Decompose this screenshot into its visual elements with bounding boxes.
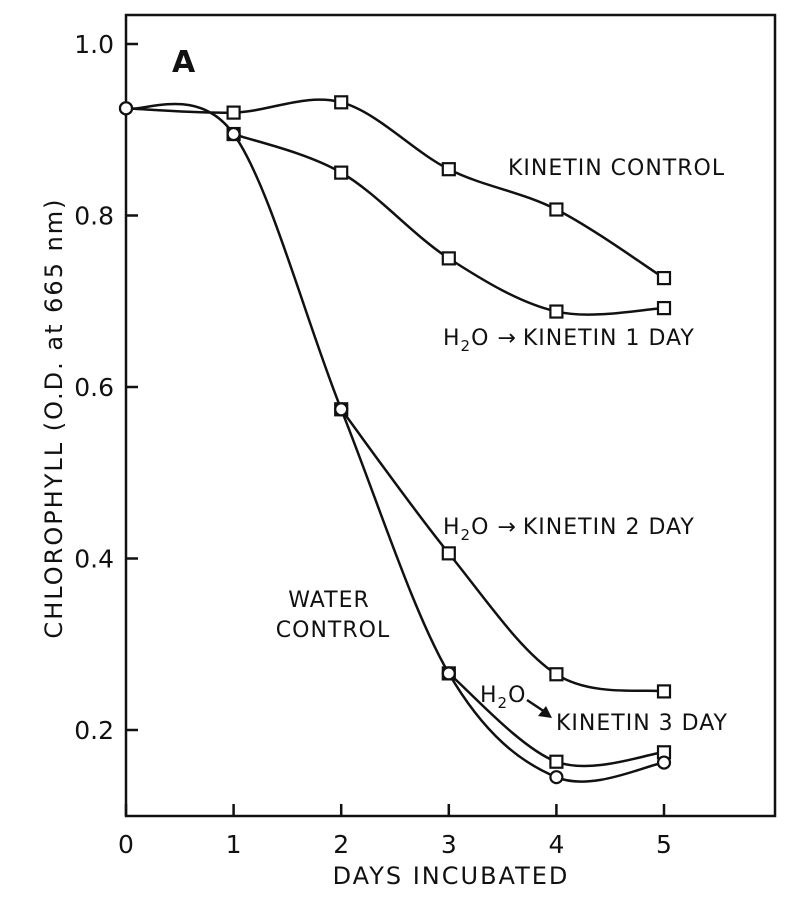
x-tick-label: 5 (656, 830, 672, 859)
x-axis-ticks: 0 1 2 3 4 5 (118, 804, 672, 859)
x-tick-label: 4 (548, 830, 564, 859)
data-point (549, 754, 564, 769)
data-point (441, 666, 456, 681)
data-point (656, 684, 672, 699)
series-line-4 (125, 102, 665, 783)
x-tick-label: 3 (441, 830, 457, 859)
data-point (441, 162, 456, 177)
annotation-kinetin-3day: KINETIN 3 DAY (556, 711, 728, 736)
y-tick-label: 0.2 (74, 716, 114, 745)
data-point (334, 402, 349, 417)
panel-label: A (172, 45, 196, 80)
y-tick-label: 0.4 (74, 545, 114, 574)
series-markers (118, 95, 672, 785)
data-point (226, 126, 241, 142)
x-tick-label: 1 (226, 830, 242, 859)
plot-border (124, 13, 777, 818)
data-point (549, 667, 564, 682)
y-tick-label: 1.0 (74, 30, 114, 59)
data-point (441, 546, 456, 561)
series-line-0 (125, 98, 665, 280)
data-point (656, 270, 672, 286)
data-point (334, 165, 349, 180)
annotation-water-control: WATER CONTROL (276, 588, 390, 643)
data-point (226, 105, 241, 120)
annotation-kinetin-control: KINETIN CONTROL (508, 156, 725, 181)
plot-frame (124, 13, 777, 818)
x-axis-label: DAYS INCUBATED (333, 862, 570, 890)
data-point (549, 304, 564, 319)
annotation-kinetin-3day-h2o: H2O (480, 683, 526, 712)
data-point (549, 770, 564, 785)
annotation-kinetin-1day: H2O → KINETIN 1 DAY (443, 326, 695, 355)
data-point (549, 202, 564, 217)
y-tick-label: 0.8 (74, 202, 114, 231)
y-axis-ticks: 0.2 0.4 0.6 0.8 1.0 (74, 30, 138, 745)
annotation-kinetin-2day: H2O → KINETIN 2 DAY (443, 515, 695, 544)
data-point (656, 301, 672, 316)
data-point (656, 755, 672, 770)
data-point (441, 251, 456, 266)
x-tick-label: 0 (118, 830, 134, 859)
data-point (334, 95, 349, 110)
annotation-kinetin-3day-arrow (526, 698, 552, 718)
y-axis-label: CHLOROPHYLL (O.D. at 665 nm) (40, 197, 68, 638)
y-tick-label: 0.6 (74, 373, 114, 402)
data-point (118, 101, 134, 116)
series-lines (125, 98, 665, 783)
series-line-2 (340, 408, 665, 693)
x-tick-label: 2 (333, 830, 349, 859)
